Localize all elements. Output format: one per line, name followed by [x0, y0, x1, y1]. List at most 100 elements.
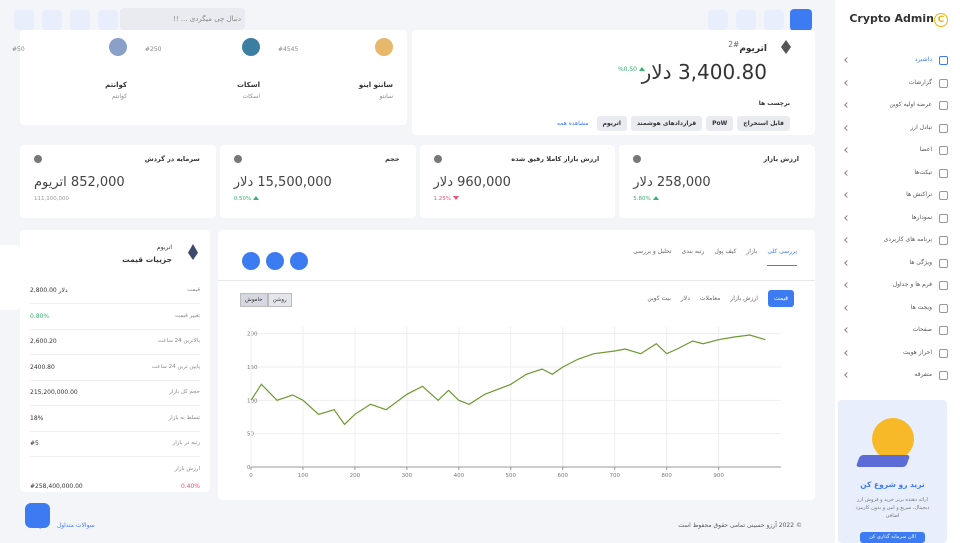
- detail-label: حجم کل بازار: [169, 389, 200, 395]
- tags-title: برچسب ها: [758, 100, 790, 107]
- menu-icon: [939, 281, 948, 290]
- info-icon: [633, 155, 642, 163]
- menu-icon: [939, 236, 948, 245]
- menu-icon: [939, 213, 948, 223]
- collapse-button[interactable]: [266, 252, 284, 270]
- fullscreen-button[interactable]: [98, 10, 118, 30]
- chart-card: بررسی کلی بازار کیف پول رتبه بندی تحلیل و بر…: [218, 230, 815, 500]
- coin-icon: [109, 38, 127, 56]
- menu-item[interactable]: فرم ها و جداول: [835, 279, 960, 293]
- up-arrow: [253, 196, 260, 200]
- tab-divider: [218, 280, 815, 281]
- detail-row: ارزش بازار #258,400,000.00 0.40%: [30, 457, 200, 497]
- up-arrow: [652, 196, 659, 200]
- menu-item[interactable]: تبادل ارز: [835, 122, 960, 136]
- menu-item[interactable]: ویجت ها: [835, 302, 960, 316]
- detail-label: رتبه در بازار: [172, 440, 200, 446]
- subtab[interactable]: بیت کوین: [647, 295, 671, 302]
- chevron: [844, 372, 850, 378]
- footer-link[interactable]: خرید: [35, 522, 47, 529]
- detail-value: 215,200,000.00: [30, 389, 78, 396]
- detail-row: رتبه در بازار #5: [30, 431, 200, 457]
- detail-value: 2,600.20: [30, 338, 57, 345]
- stat-change: 5.80%: [633, 196, 660, 202]
- detail-label: بالاترین 24 ساعت: [157, 338, 200, 344]
- stat-title: حجم: [385, 155, 400, 163]
- tag[interactable]: PoW: [706, 116, 734, 131]
- menu-icon: [939, 78, 948, 88]
- asset-price: 3,400.80 دلار: [641, 60, 767, 84]
- asset-name: اتریوم#2: [728, 40, 767, 54]
- settings-button[interactable]: [14, 10, 34, 30]
- tag[interactable]: اتریوم: [596, 116, 627, 131]
- price-line: [250, 334, 766, 426]
- down-arrow: [452, 196, 459, 200]
- stat-value: 852,000 اتریوم: [34, 175, 125, 190]
- toggle: خاموش روشن: [240, 293, 292, 307]
- footer-link[interactable]: سوالات متداول: [56, 522, 95, 529]
- menu-item[interactable]: عرضه اولیه کوین: [835, 99, 960, 113]
- coin: #4545 سانتو اینو سانتو: [274, 30, 399, 125]
- chevron: [844, 259, 850, 266]
- menu-icon: [939, 101, 948, 110]
- menu-item[interactable]: برنامه های کاربردی: [835, 234, 960, 248]
- toggle-option[interactable]: روشن: [267, 293, 292, 307]
- search-box[interactable]: دنبال چی میگردی ... !!: [120, 8, 245, 30]
- toggle-option[interactable]: خاموش: [240, 293, 268, 307]
- email-button[interactable]: [736, 10, 756, 30]
- subtab[interactable]: قیمت: [767, 290, 794, 307]
- x-tick-label: 900: [713, 473, 724, 479]
- menu-item[interactable]: متفرقه: [835, 369, 960, 383]
- tag[interactable]: قابل استخراج: [737, 116, 790, 131]
- profile-button[interactable]: [42, 10, 62, 30]
- logo[interactable]: Crypto Admin C: [849, 12, 948, 27]
- x-tick-label: 400: [454, 473, 465, 479]
- coin-icon: [188, 244, 198, 260]
- menu-toggle[interactable]: [790, 9, 812, 31]
- menu-item[interactable]: احراز هویت: [835, 347, 960, 361]
- clipboard-button[interactable]: [708, 10, 728, 30]
- detail-row: قیمت 2,800.00 دلار: [30, 278, 200, 304]
- tab[interactable]: تحلیل و بررسی: [633, 248, 672, 255]
- notification-button[interactable]: [70, 10, 90, 30]
- x-tick-label: 500: [506, 473, 517, 479]
- expand-button[interactable]: [290, 252, 308, 270]
- stat-value: 15,500,000 دلار: [233, 175, 332, 190]
- tab[interactable]: بازار: [746, 248, 758, 255]
- stat-value: 258,000 دلار: [633, 175, 711, 190]
- detail-label: تسلط به بازار: [168, 414, 200, 421]
- close-button[interactable]: [242, 252, 260, 270]
- coin: #50 کوانتم کوانتم: [8, 30, 133, 125]
- menu-item[interactable]: صفحات: [835, 324, 960, 338]
- subtab[interactable]: معاملات: [699, 295, 721, 302]
- menu-item[interactable]: ویژگی ها: [835, 257, 960, 271]
- info-icon: [233, 155, 242, 163]
- top-icons: [14, 10, 126, 30]
- tab[interactable]: کیف پول: [714, 248, 737, 255]
- menu-item[interactable]: تراکنش ها: [835, 189, 960, 203]
- subtab[interactable]: ارزش بازار: [730, 295, 758, 302]
- chat-button[interactable]: [764, 10, 784, 30]
- tab[interactable]: رتبه بندی: [681, 248, 705, 255]
- menu-item[interactable]: گزارشات: [835, 77, 960, 91]
- detail-label: ارزش بازار: [174, 465, 200, 472]
- info-icon: [433, 155, 442, 163]
- menu-item[interactable]: اعضا: [835, 144, 960, 158]
- menu-label: تبادل ارز: [910, 123, 932, 131]
- asset-change-text: %0.50: [617, 66, 637, 73]
- menu-item[interactable]: نمودارها: [835, 212, 960, 226]
- stat-change-text: 0.50%: [233, 196, 252, 202]
- view-all[interactable]: مشاهده همه: [556, 120, 589, 127]
- chat-fab[interactable]: [25, 503, 50, 528]
- promo-button[interactable]: الان سرمایه گذاری کن: [860, 532, 925, 543]
- menu-item[interactable]: تیکت‌ها: [835, 167, 960, 181]
- subtab[interactable]: دلار: [680, 295, 690, 302]
- tab[interactable]: بررسی کلی: [767, 248, 797, 266]
- asset-name-text: اتریوم: [739, 44, 767, 54]
- tag[interactable]: قراردادهای هوشمند: [630, 116, 703, 131]
- detail-row: تسلط به بازار 18%: [30, 406, 200, 432]
- y-tick-label: 100: [247, 398, 258, 404]
- price-details-card: اتریوم جزییات قیمت قیمت 2,800.00 دلار تغیی…: [20, 230, 210, 492]
- menu-item[interactable]: داشبرد: [835, 54, 960, 68]
- side-widget: [0, 245, 20, 310]
